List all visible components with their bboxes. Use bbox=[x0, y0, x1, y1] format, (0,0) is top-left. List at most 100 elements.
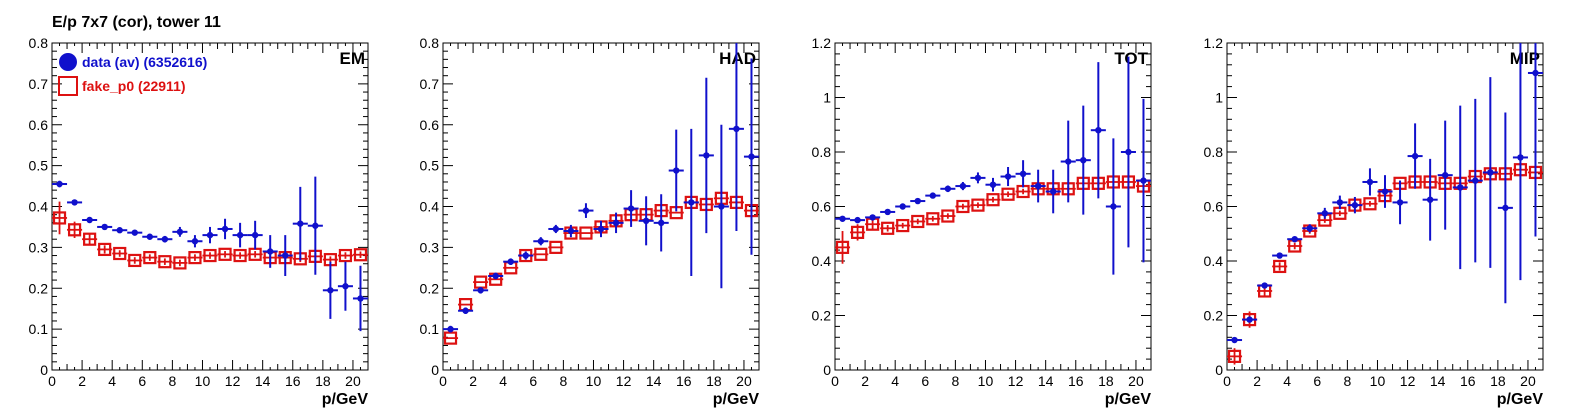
data-point bbox=[884, 208, 891, 216]
x-tick-label: 18 bbox=[1490, 373, 1506, 389]
x-tick-label: 10 bbox=[978, 373, 994, 389]
x-tick-label: 12 bbox=[225, 373, 241, 389]
fake-point bbox=[956, 199, 970, 214]
data-point bbox=[507, 258, 514, 265]
data-point bbox=[718, 203, 725, 210]
x-tick-label: 8 bbox=[168, 373, 176, 389]
data-point bbox=[462, 307, 469, 314]
fake-point bbox=[926, 212, 940, 226]
data-point bbox=[989, 181, 997, 188]
y-tick-label: 0 bbox=[823, 362, 831, 378]
fake-point bbox=[579, 226, 593, 240]
fake-point bbox=[128, 253, 142, 268]
x-tick-label: 2 bbox=[78, 373, 86, 389]
y-tick-label: 0.8 bbox=[1204, 144, 1224, 160]
x-tick-label: 14 bbox=[1038, 373, 1054, 389]
data-point bbox=[1517, 154, 1524, 161]
fake-point bbox=[158, 255, 172, 269]
data-point bbox=[342, 283, 349, 290]
data-series bbox=[52, 176, 368, 332]
y-tick-label: 1.2 bbox=[812, 35, 832, 51]
data-point bbox=[191, 238, 199, 245]
data-point bbox=[357, 295, 364, 302]
y-tick-label: 1 bbox=[1215, 90, 1223, 106]
fake-point bbox=[98, 242, 112, 257]
x-tick-label: 2 bbox=[861, 373, 869, 389]
x-tick-label: 16 bbox=[676, 373, 692, 389]
data-point bbox=[1065, 158, 1072, 165]
figure-title: E/p 7x7 (cor), tower 11 bbox=[52, 14, 221, 31]
fake-point bbox=[941, 209, 955, 223]
data-point bbox=[1231, 336, 1238, 344]
x-tick-label: 16 bbox=[1460, 373, 1476, 389]
x-tick-label: 4 bbox=[108, 373, 116, 389]
data-point bbox=[1336, 199, 1344, 206]
y-tick-label: 0.4 bbox=[29, 199, 49, 215]
y-tick-label: 0.6 bbox=[1204, 199, 1224, 215]
x-axis-label: p/GeV bbox=[322, 391, 369, 408]
fake-point bbox=[549, 240, 563, 254]
data-point bbox=[236, 231, 244, 239]
data-point bbox=[733, 125, 740, 133]
fake-point bbox=[911, 214, 925, 229]
data-point bbox=[1276, 252, 1283, 259]
x-tick-label: 0 bbox=[439, 373, 447, 389]
x-tick-label: 4 bbox=[891, 373, 899, 389]
fake-point bbox=[188, 250, 202, 265]
y-tick-label: 0.2 bbox=[812, 308, 832, 324]
x-tick-label: 20 bbox=[1128, 373, 1144, 389]
data-point bbox=[612, 219, 620, 227]
data-point bbox=[642, 217, 650, 225]
data-point bbox=[567, 227, 575, 235]
x-tick-label: 10 bbox=[1370, 373, 1386, 389]
data-point bbox=[688, 199, 695, 206]
x-tick-label: 16 bbox=[285, 373, 301, 389]
panel-title: HAD bbox=[719, 49, 756, 68]
y-tick-label: 1 bbox=[823, 90, 831, 106]
data-point bbox=[657, 219, 665, 227]
data-point bbox=[1381, 188, 1389, 195]
data-point bbox=[869, 214, 876, 221]
data-point bbox=[1049, 188, 1057, 195]
data-point bbox=[1246, 316, 1253, 323]
x-tick-label: 0 bbox=[831, 373, 839, 389]
data-point bbox=[1366, 178, 1374, 186]
y-tick-label: 0.6 bbox=[420, 117, 440, 133]
y-tick-label: 0.2 bbox=[420, 280, 440, 296]
data-point bbox=[1457, 184, 1464, 191]
y-tick-label: 0.3 bbox=[420, 239, 440, 255]
data-point bbox=[914, 197, 921, 205]
x-tick-label: 10 bbox=[586, 373, 602, 389]
data-point bbox=[116, 227, 123, 234]
x-tick-label: 14 bbox=[1430, 373, 1446, 389]
data-point bbox=[327, 287, 334, 294]
plot-frame bbox=[834, 42, 1152, 371]
x-tick-label: 8 bbox=[1343, 373, 1351, 389]
fake-series bbox=[443, 191, 759, 345]
y-tick-label: 0.4 bbox=[420, 199, 440, 215]
x-tick-label: 20 bbox=[345, 373, 361, 389]
fake-point bbox=[52, 211, 67, 225]
fake-point bbox=[896, 218, 910, 233]
x-tick-label: 6 bbox=[138, 373, 146, 389]
x-tick-label: 10 bbox=[195, 373, 211, 389]
x-tick-label: 0 bbox=[48, 373, 56, 389]
x-tick-label: 18 bbox=[315, 373, 331, 389]
x-axis-label: p/GeV bbox=[1497, 391, 1544, 408]
fake-point bbox=[353, 248, 368, 262]
y-tick-label: 0.1 bbox=[420, 321, 440, 337]
panels: 0 2 4 6 8 10 12 14 16 18 2000.10.20.30.40.50.60.70… bbox=[29, 35, 1544, 408]
x-tick-label: 16 bbox=[1068, 373, 1084, 389]
data-point bbox=[1004, 173, 1012, 180]
x-tick-label: 2 bbox=[469, 373, 477, 389]
data-point bbox=[1351, 201, 1359, 209]
legend-marker-circle bbox=[59, 53, 77, 71]
x-tick-label: 20 bbox=[736, 373, 752, 389]
fake-point bbox=[67, 223, 82, 237]
fake-point bbox=[971, 198, 985, 212]
data-point bbox=[552, 225, 560, 233]
data-point bbox=[1426, 196, 1434, 203]
y-tick-label: 0.3 bbox=[29, 239, 49, 255]
data-point bbox=[839, 215, 846, 222]
